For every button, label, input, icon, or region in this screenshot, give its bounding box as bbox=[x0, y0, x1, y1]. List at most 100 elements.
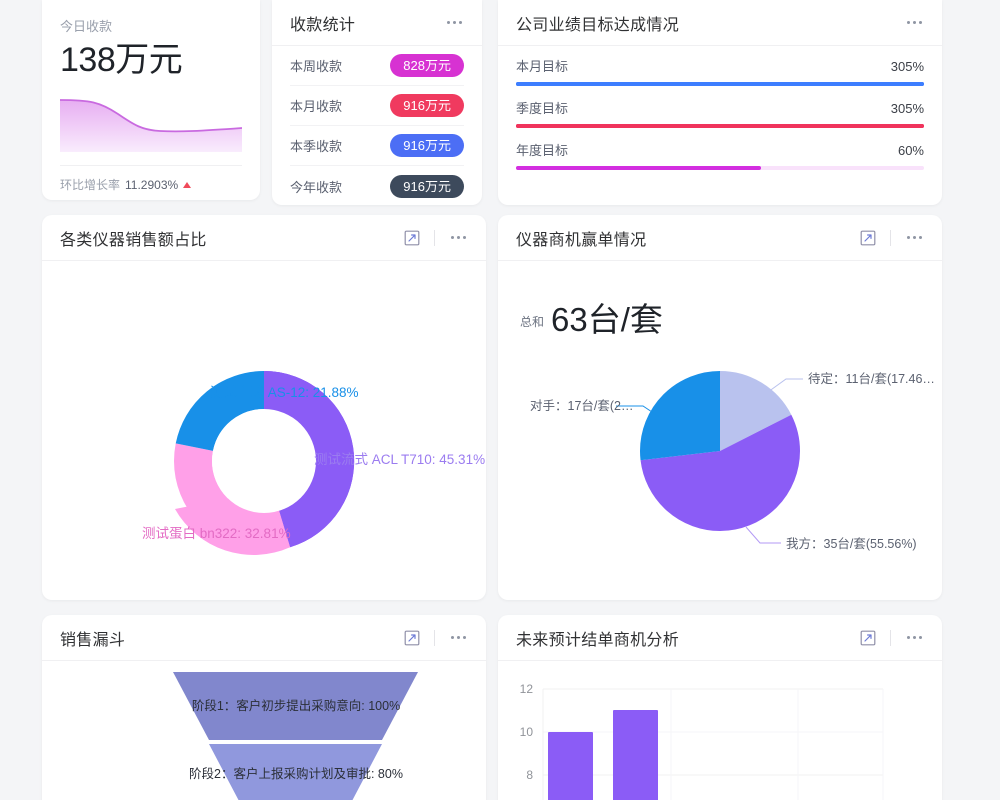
instrument-sales-share-actions bbox=[404, 229, 468, 246]
performance-goals-body: 本月目标 305% 季度目标 305% 年度目标 60% bbox=[498, 46, 942, 170]
receipt-stats-title: 收款统计 bbox=[290, 16, 356, 34]
pie-label-ours: 我方：35台/套(55.56%) bbox=[786, 536, 917, 551]
today-receipts-label: 今日收款 bbox=[60, 19, 113, 34]
bar-chart-area: 12 10 8 bbox=[498, 661, 942, 800]
pie-label-pending: 待定：11台/套(17.46… bbox=[808, 371, 935, 386]
header-divider bbox=[434, 629, 435, 646]
goal-percent: 305% bbox=[890, 59, 924, 74]
funnel-stage-1[interactable] bbox=[173, 672, 418, 740]
goal-progress-track bbox=[516, 124, 924, 128]
sales-funnel-card: 销售漏斗 阶段1：客户初步提出采购意向: 100% 阶段2：客户上报采购计划及审… bbox=[42, 615, 486, 800]
external-link-icon[interactable] bbox=[860, 630, 876, 646]
ytick-8: 8 bbox=[526, 768, 533, 782]
stat-badge: 916万元 bbox=[390, 174, 464, 198]
goal-progress-fill bbox=[516, 166, 761, 170]
funnel-chart-area: 阶段1：客户初步提出采购意向: 100% 阶段2：客户上报采购计划及审批: 80… bbox=[42, 661, 486, 800]
donut-rings[interactable] bbox=[174, 371, 354, 551]
performance-goals-title: 公司业绩目标达成情况 bbox=[516, 16, 680, 34]
stat-row: 本季收款 916万元 bbox=[290, 126, 464, 166]
funnel-stage-2[interactable] bbox=[209, 744, 382, 800]
bar-chart[interactable]: 12 10 8 bbox=[498, 661, 942, 800]
bar-1[interactable] bbox=[548, 732, 593, 800]
funnel-label-1: 阶段1：客户初步提出采购意向: 100% bbox=[192, 698, 400, 713]
instrument-win-rate-header: 仪器商机赢单情况 bbox=[498, 215, 942, 261]
funnel-label-2: 阶段2：客户上报采购计划及审批: 80% bbox=[189, 766, 403, 781]
pie-leader-pending bbox=[767, 378, 803, 393]
pie-total-value: 63台/套 bbox=[551, 301, 663, 338]
receipt-stats-list: 本周收款 828万元 本月收款 916万元 本季收款 916万元 今年收款 91… bbox=[272, 46, 482, 205]
goal-percent: 305% bbox=[890, 101, 924, 116]
future-deals-analysis-header: 未来预计结单商机分析 bbox=[498, 615, 942, 661]
today-receipts-value: 138万元 bbox=[60, 41, 183, 79]
stat-row: 今年收款 916万元 bbox=[290, 166, 464, 205]
ytick-10: 10 bbox=[520, 725, 534, 739]
goal-label: 本月目标 bbox=[516, 59, 569, 74]
pie-slice-ours[interactable] bbox=[640, 371, 800, 531]
stat-row: 本月收款 916万元 bbox=[290, 86, 464, 126]
instrument-sales-share-header: 各类仪器销售额占比 bbox=[42, 215, 486, 261]
receipt-stats-card: 收款统计 本周收款 828万元 本月收款 916万元 本季收款 916万元 今年… bbox=[272, 0, 482, 205]
performance-goals-card: 公司业绩目标达成情况 本月目标 305% 季度目标 305% bbox=[498, 0, 942, 205]
more-dots-icon[interactable] bbox=[905, 232, 924, 243]
bar-2[interactable] bbox=[613, 710, 658, 800]
goal-item: 本月目标 305% bbox=[516, 56, 924, 86]
stat-badge: 916万元 bbox=[390, 94, 464, 117]
external-link-icon[interactable] bbox=[404, 630, 420, 646]
goal-progress-track bbox=[516, 82, 924, 86]
today-growth-row: 环比增长率 11.2903% bbox=[60, 165, 242, 193]
today-sparkline-chart bbox=[59, 99, 243, 153]
future-deals-analysis-title: 未来预计结单商机分析 bbox=[516, 631, 680, 649]
pie-chart[interactable]: 待定：11台/套(17.46… 对手：17台/套(2… 我方：35台/套(55.… bbox=[498, 261, 942, 599]
donut-label-flow-cytometry: 测试流式 ACL T710: 45.31% bbox=[314, 452, 485, 467]
more-dots-icon[interactable] bbox=[449, 232, 468, 243]
external-link-icon[interactable] bbox=[860, 230, 876, 246]
pie-slice-competitor[interactable] bbox=[640, 371, 800, 531]
more-dots-icon[interactable] bbox=[905, 17, 924, 28]
stat-label: 本季收款 bbox=[290, 139, 343, 154]
growth-label: 环比增长率 bbox=[60, 178, 121, 193]
goal-label: 年度目标 bbox=[516, 143, 569, 158]
today-receipts-card: 今日收款 138万元 环比增长率 11.2903% bbox=[42, 0, 260, 200]
stat-badge: 916万元 bbox=[390, 134, 464, 157]
stat-label: 本周收款 bbox=[290, 59, 343, 74]
header-divider bbox=[434, 229, 435, 246]
growth-value: 11.2903% bbox=[125, 177, 179, 192]
receipt-stats-actions bbox=[445, 17, 464, 28]
more-dots-icon[interactable] bbox=[905, 632, 924, 643]
donut-chart-area: 测试血球 AS-12: 21.88% 测试流式 ACL T710: 45.31%… bbox=[42, 261, 486, 600]
pie-leader-competitor bbox=[616, 405, 662, 419]
future-deals-analysis-card: 未来预计结单商机分析 12 10 bbox=[498, 615, 942, 800]
funnel-chart[interactable]: 阶段1：客户初步提出采购意向: 100% 阶段2：客户上报采购计划及审批: 80… bbox=[42, 661, 486, 800]
sales-funnel-actions bbox=[404, 629, 468, 646]
instrument-sales-share-title: 各类仪器销售额占比 bbox=[60, 231, 207, 249]
goal-progress-fill bbox=[516, 82, 924, 86]
more-dots-icon[interactable] bbox=[445, 17, 464, 28]
stat-badge: 828万元 bbox=[390, 54, 464, 77]
goal-percent: 60% bbox=[897, 143, 924, 158]
goal-progress-track bbox=[516, 166, 924, 170]
external-link-icon[interactable] bbox=[404, 230, 420, 246]
instrument-sales-share-card: 各类仪器销售额占比 bbox=[42, 215, 486, 600]
instrument-win-rate-card: 仪器商机赢单情况 总和 63台/套 bbox=[498, 215, 942, 600]
pie-label-competitor: 对手：17台/套(2… bbox=[530, 398, 634, 413]
pie-leader-ours bbox=[745, 526, 781, 544]
pie-total-label: 总和 bbox=[520, 315, 545, 329]
goal-progress-fill bbox=[516, 124, 924, 128]
today-receipts-body: 今日收款 138万元 bbox=[42, 0, 260, 157]
goal-item: 季度目标 305% bbox=[516, 98, 924, 128]
pie-slices[interactable] bbox=[640, 371, 800, 531]
instrument-win-rate-actions bbox=[860, 229, 924, 246]
performance-goals-header: 公司业绩目标达成情况 bbox=[498, 0, 942, 46]
goal-label: 季度目标 bbox=[516, 101, 569, 116]
more-dots-icon[interactable] bbox=[449, 632, 468, 643]
header-divider bbox=[890, 629, 891, 646]
header-divider bbox=[890, 229, 891, 246]
stat-label: 今年收款 bbox=[290, 179, 343, 195]
pie-total-block: 总和 63台/套 bbox=[520, 303, 663, 336]
instrument-win-rate-title: 仪器商机赢单情况 bbox=[516, 231, 647, 249]
future-deals-analysis-actions bbox=[860, 629, 924, 646]
donut-label-blood-cell: 测试血球 AS-12: 21.88% bbox=[210, 385, 359, 400]
donut-chart[interactable]: 测试血球 AS-12: 21.88% 测试流式 ACL T710: 45.31%… bbox=[42, 261, 486, 599]
ytick-12: 12 bbox=[520, 682, 534, 696]
stat-label: 本月收款 bbox=[290, 99, 343, 114]
